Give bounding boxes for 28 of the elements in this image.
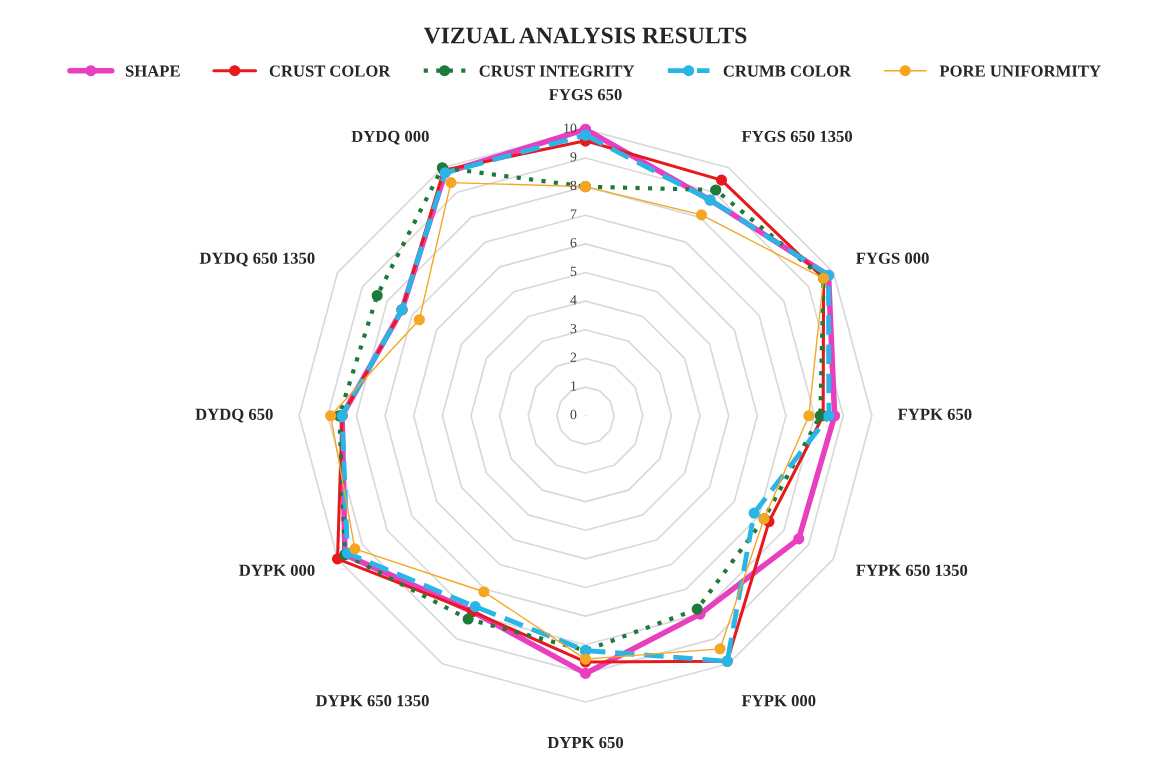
spoke-label: DYDQ 650 1350 [199, 252, 315, 267]
legend-label: CRUST INTEGRITY [479, 65, 635, 77]
legend-label: PORE UNIFORMITY [939, 65, 1101, 77]
y-tick-label: 4 [570, 295, 577, 305]
y-tick-label: 0 [570, 409, 577, 420]
legend-label: SHAPE [125, 65, 180, 77]
y-tick-label: 6 [570, 238, 577, 248]
chart-title: VIZUAL ANALYSIS RESULTS [423, 27, 747, 44]
spoke-label: DYPK 000 [239, 564, 315, 576]
legend-label: CRUMB COLOR [723, 65, 852, 77]
legend-label: CRUST COLOR [269, 65, 391, 77]
spoke-label: FYGS 000 [856, 252, 929, 264]
spoke-label: DYDQ 000 [351, 130, 429, 145]
spoke-label: DYPK 650 1350 [315, 695, 429, 707]
spoke-label: FYPK 000 [741, 695, 816, 707]
y-tick-label: 3 [570, 323, 577, 334]
y-tick-label: 1 [571, 381, 577, 391]
y-tick-label: 2 [570, 352, 577, 362]
spoke-label: DYPK 650 [547, 736, 624, 749]
y-tick-label: 10 [564, 123, 577, 133]
y-tick-label: 7 [570, 209, 577, 219]
y-tick-label: 5 [570, 266, 577, 277]
spoke-label: DYDQ 650 [195, 408, 273, 423]
spoke-label: FYPK 650 1350 [856, 564, 968, 576]
spoke-label: FYPK 650 [897, 408, 972, 420]
y-tick-label: 9 [570, 152, 577, 162]
spoke-label: FYGS 650 [548, 88, 622, 101]
spoke-label: FYGS 650 1350 [741, 130, 853, 143]
